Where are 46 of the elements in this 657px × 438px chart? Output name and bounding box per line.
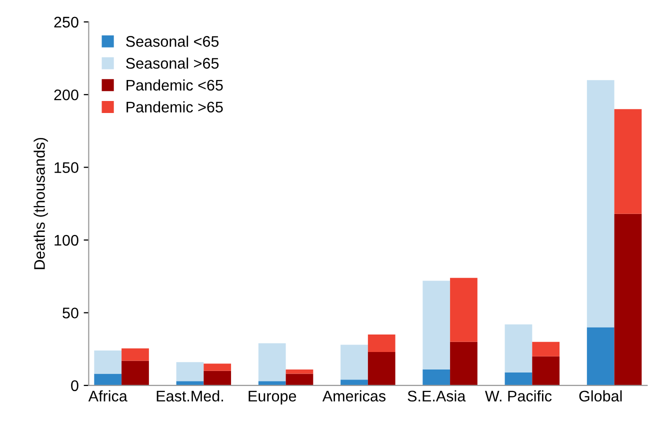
legend-label: Pandemic >65 bbox=[126, 101, 223, 113]
bar bbox=[368, 352, 396, 386]
y-tick-label: 200 bbox=[54, 89, 78, 100]
bar bbox=[368, 334, 396, 352]
bar bbox=[122, 348, 149, 361]
bar bbox=[586, 327, 614, 386]
bar bbox=[176, 362, 204, 382]
bar bbox=[614, 109, 642, 214]
bar bbox=[258, 381, 286, 386]
bar bbox=[532, 342, 560, 356]
x-tick-label: East.Med. bbox=[156, 390, 223, 402]
bar bbox=[450, 342, 478, 386]
y-tick-label: 50 bbox=[62, 308, 78, 318]
x-tick-label: Europe bbox=[248, 390, 296, 405]
x-tick-label: Africa bbox=[88, 390, 128, 402]
bar bbox=[204, 364, 232, 371]
bar bbox=[258, 343, 286, 382]
bar bbox=[176, 381, 204, 386]
y-tick-label: 0 bbox=[71, 380, 78, 392]
bar bbox=[340, 344, 368, 380]
bar bbox=[286, 374, 314, 386]
bar bbox=[94, 374, 122, 386]
x-tick-label: Global bbox=[579, 390, 622, 402]
legend-label: Pandemic <65 bbox=[126, 79, 223, 91]
y-tick-label: 250 bbox=[54, 16, 78, 28]
bar bbox=[450, 278, 478, 342]
y-axis-title: Deaths (thousands) bbox=[34, 138, 48, 270]
bar bbox=[286, 369, 314, 374]
x-tick-label: W. Pacific bbox=[485, 390, 552, 402]
bar bbox=[614, 214, 642, 386]
bar bbox=[422, 369, 450, 386]
bar bbox=[340, 380, 368, 386]
bar bbox=[94, 350, 122, 374]
bar bbox=[122, 360, 149, 386]
y-tick-label: 150 bbox=[54, 162, 78, 173]
x-tick-label: S.E.Asia bbox=[408, 390, 466, 402]
bar bbox=[204, 370, 232, 386]
bar bbox=[504, 324, 532, 372]
bar bbox=[532, 356, 560, 386]
legend-label: Seasonal <65 bbox=[126, 36, 219, 47]
bar bbox=[586, 80, 614, 328]
bar bbox=[504, 372, 532, 386]
y-tick-label: 100 bbox=[54, 234, 78, 246]
x-tick-label: Americas bbox=[322, 390, 386, 402]
legend-label: Seasonal >65 bbox=[126, 58, 219, 69]
bar bbox=[422, 280, 450, 370]
